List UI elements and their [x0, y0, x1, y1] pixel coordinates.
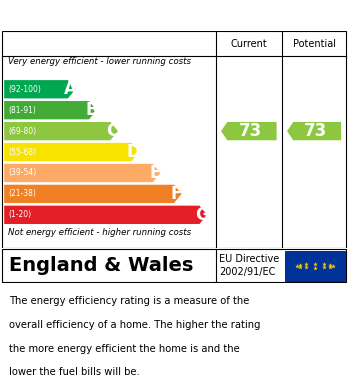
Text: G: G [195, 206, 209, 224]
Text: England & Wales: England & Wales [9, 256, 193, 274]
Polygon shape [287, 122, 341, 140]
Text: F: F [171, 185, 182, 203]
Text: B: B [85, 101, 98, 119]
Text: D: D [127, 143, 141, 161]
Text: (21-38): (21-38) [8, 189, 36, 198]
Text: C: C [106, 122, 119, 140]
Text: A: A [64, 80, 77, 98]
Text: E: E [149, 164, 161, 182]
Polygon shape [4, 101, 97, 119]
Text: Not energy efficient - higher running costs: Not energy efficient - higher running co… [8, 228, 191, 237]
Text: overall efficiency of a home. The higher the rating: overall efficiency of a home. The higher… [9, 320, 260, 330]
Text: lower the fuel bills will be.: lower the fuel bills will be. [9, 368, 140, 377]
Text: Energy Efficiency Rating: Energy Efficiency Rating [9, 8, 219, 23]
Text: 73: 73 [239, 122, 262, 140]
Text: EU Directive
2002/91/EC: EU Directive 2002/91/EC [219, 254, 279, 277]
Text: Current: Current [230, 39, 267, 49]
Bar [285, 251, 345, 281]
Text: the more energy efficient the home is and the: the more energy efficient the home is an… [9, 344, 239, 354]
Polygon shape [4, 122, 118, 140]
Text: The energy efficiency rating is a measure of the: The energy efficiency rating is a measur… [9, 296, 249, 307]
Polygon shape [4, 185, 182, 203]
Text: Potential: Potential [293, 39, 335, 49]
Polygon shape [4, 206, 207, 224]
Polygon shape [4, 143, 139, 161]
Text: (1-20): (1-20) [8, 210, 31, 219]
Text: (39-54): (39-54) [8, 169, 37, 178]
Polygon shape [4, 164, 160, 182]
Text: (81-91): (81-91) [8, 106, 36, 115]
Text: (55-68): (55-68) [8, 147, 37, 156]
Text: Very energy efficient - lower running costs: Very energy efficient - lower running co… [8, 57, 191, 66]
Text: (92-100): (92-100) [8, 85, 41, 94]
Text: (69-80): (69-80) [8, 127, 37, 136]
Text: 73: 73 [304, 122, 327, 140]
Polygon shape [221, 122, 277, 140]
Polygon shape [4, 80, 76, 99]
